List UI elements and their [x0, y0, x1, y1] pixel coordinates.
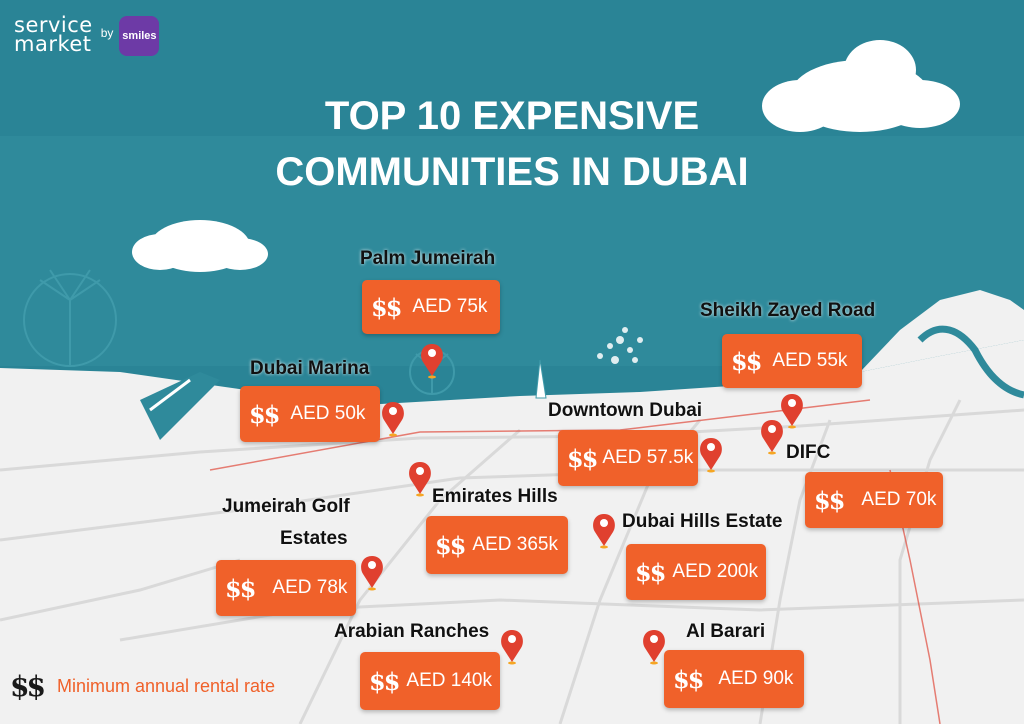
logo-by: by [100, 26, 114, 40]
price-box-arabian-ranches: $$ AED 140k [360, 652, 500, 710]
community-label-emirates-hills: Emirates Hills [432, 486, 558, 507]
dollar-sign-icon: $$ [371, 292, 402, 322]
price-box-palm-jumeirah: $$ AED 75k [362, 280, 500, 334]
price-box-dubai-hills-estate: $$ AED 200k [626, 544, 766, 600]
community-label-downtown-dubai: Downtown Dubai [548, 400, 703, 421]
community-label-palm-jumeirah: Palm Jumeirah [360, 248, 496, 269]
community-label-dubai-marina: Dubai Marina [250, 358, 370, 379]
dollar-sign-icon: $$ [369, 666, 400, 696]
legend-dollar-icon: $$ [10, 670, 46, 703]
dollar-sign-icon: $$ [673, 664, 704, 694]
community-label-arabian-ranches: Arabian Ranches [334, 621, 490, 642]
dollar-sign-icon: $$ [249, 399, 280, 429]
dollar-sign-icon: $$ [635, 557, 666, 587]
dollar-sign-icon: $$ [567, 443, 598, 473]
price-box-difc: $$ AED 70k [805, 472, 943, 528]
page-title-line2: COMMUNITIES IN DUBAI [275, 150, 749, 194]
community-label-difc: DIFC [786, 442, 831, 463]
dollar-sign-icon: $$ [814, 485, 845, 515]
page-title-line1: TOP 10 EXPENSIVE [324, 94, 700, 138]
community-label-dubai-hills-estate: Dubai Hills Estate [622, 511, 783, 532]
community-label-sheikh-zayed-road: Sheikh Zayed Road [700, 300, 876, 321]
cloud-decoration [132, 40, 960, 272]
price-box-al-barari: $$ AED 90k [664, 650, 804, 708]
community-label-jumeirah-golf-estates: Jumeirah Golf [222, 496, 350, 517]
service-market-logo: service market by smiles [14, 13, 160, 56]
dollar-sign-icon: $$ [435, 530, 466, 560]
legend: $$ Minimum annual rental rate [10, 670, 275, 703]
price-box-emirates-hills: $$ AED 365k [426, 516, 568, 574]
price-box-jumeirah-golf-estates: $$ AED 78k [216, 560, 356, 616]
dollar-sign-icon: $$ [225, 573, 256, 603]
legend-text: Minimum annual rental rate [56, 676, 276, 696]
price-box-downtown-dubai: $$ AED 57.5k [558, 430, 698, 486]
price-box-sheikh-zayed-road: $$ AED 55k [722, 334, 862, 388]
community-label-jumeirah-golf-estates-line2: Estates [280, 528, 348, 549]
price-box-dubai-marina: $$ AED 50k [240, 386, 380, 442]
community-label-al-barari: Al Barari [686, 621, 766, 642]
dollar-sign-icon: $$ [731, 346, 762, 376]
logo-wordmark: service market [14, 13, 93, 56]
smiles-badge: smiles [119, 16, 160, 56]
